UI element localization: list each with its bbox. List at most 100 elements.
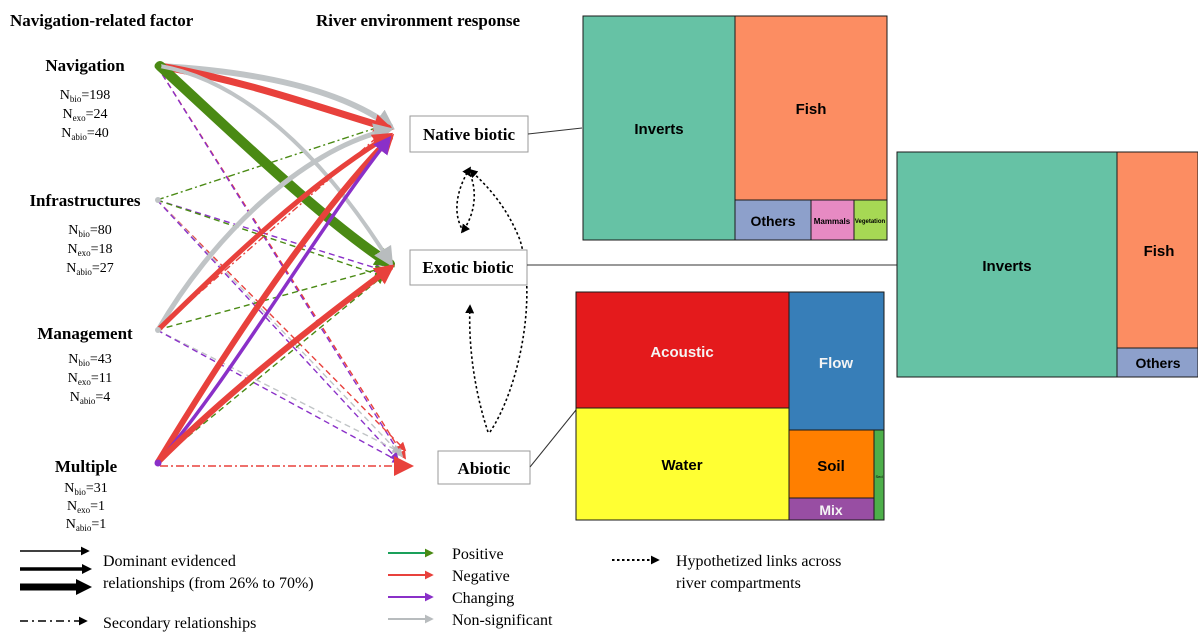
- secondary-arrow: [156, 65, 406, 460]
- response-exotic: Exotic biotic: [409, 249, 528, 286]
- treemap-label-others: Others: [750, 213, 795, 229]
- treemap-cell-water: [575, 407, 790, 521]
- response-label: Exotic biotic: [422, 258, 514, 277]
- treemap-label-fish: Fish: [1144, 243, 1175, 260]
- factor-name: Infrastructures: [29, 191, 140, 210]
- treemap-label-inverts: Inverts: [982, 258, 1031, 275]
- response-label: Abiotic: [458, 459, 511, 478]
- connector-native: [527, 127, 583, 135]
- header-right: River environment response: [316, 11, 520, 30]
- n-exo-label: Nexo=11: [68, 371, 113, 387]
- treemap-abiotic-labels: Acoustic Water Flow Soil Mix Sed: [650, 344, 882, 518]
- treemap-label-mix: Mix: [819, 502, 843, 518]
- connector-abiotic: [529, 409, 577, 468]
- secondary-arrow: [156, 199, 404, 458]
- header-left: Navigation-related factor: [10, 11, 194, 30]
- dominant-arrow-purple: [156, 135, 392, 464]
- treemap-cell-others: [1116, 347, 1198, 378]
- n-abio-label: Nabio=27: [66, 261, 114, 277]
- treemap-label-soil: Soil: [817, 458, 845, 475]
- hypothesized-arrow: [468, 168, 528, 433]
- treemap-cell-small: [873, 429, 885, 521]
- treemap-cell-flow: [788, 291, 885, 431]
- n-abio-label: Nabio=1: [66, 517, 107, 533]
- response-label: Native biotic: [423, 125, 516, 144]
- factor-name: Navigation: [45, 56, 125, 75]
- n-bio-label: Nbio=80: [68, 223, 112, 239]
- treemap-cell-others: [734, 199, 812, 241]
- dominant-arrow-gray: [158, 64, 394, 268]
- n-abio-label: Nabio=4: [70, 390, 111, 406]
- factor-name: Multiple: [55, 457, 118, 476]
- treemap-cell-fish: [1116, 151, 1198, 349]
- treemap-label-inverts: Inverts: [634, 121, 683, 138]
- secondary-arrow: [156, 199, 400, 462]
- legend-secondary-label: Secondary relationships: [103, 615, 256, 632]
- legend-changing-label: Changing: [452, 590, 514, 607]
- treemap-cell-inverts: [896, 151, 1118, 378]
- n-bio-label: Nbio=31: [64, 481, 108, 497]
- legend: Dominant evidenced relationships (from 2…: [20, 546, 841, 632]
- relationship-arrows: [154, 61, 414, 476]
- treemap-label-water: Water: [661, 457, 702, 474]
- secondary-arrow: [156, 65, 401, 456]
- secondary-arrow: [156, 329, 402, 463]
- n-exo-label: Nexo=24: [62, 107, 107, 123]
- secondary-arrow: [156, 329, 402, 453]
- treemap-cell-inverts: [582, 15, 736, 241]
- legend-hypothesized-label-2: river compartments: [676, 575, 801, 592]
- n-bio-label: Nbio=198: [60, 88, 111, 104]
- response-native: Native biotic: [409, 115, 529, 153]
- treemap-label-vegetation: Vegetation: [855, 219, 886, 225]
- factor-management: Management Nbio=43 Nexo=11 Nabio=4: [37, 324, 133, 406]
- hypothesized-arrow: [456, 166, 471, 233]
- secondary-arrow: [156, 199, 407, 452]
- source-dot-infrastructures: [155, 197, 161, 203]
- treemap-abiotic: [575, 291, 885, 521]
- n-exo-label: Nexo=1: [67, 499, 105, 515]
- legend-nonsig-label: Non-significant: [452, 612, 553, 629]
- treemap-label-fish: Fish: [796, 101, 827, 118]
- source-dot-management: [155, 327, 161, 333]
- source-dot-navigation: [154, 62, 162, 70]
- factor-multiple: Multiple Nbio=31 Nexo=1 Nabio=1: [55, 457, 118, 533]
- dominant-arrow-red: [155, 133, 395, 465]
- treemap-label-acoustic: Acoustic: [650, 344, 713, 361]
- treemap-native: [582, 15, 888, 241]
- treemap-cell-soil: [788, 429, 875, 499]
- legend-negative-label: Negative: [452, 568, 510, 585]
- treemap-label-mammals: Mammals: [814, 217, 851, 226]
- treemap-label-small: Sed: [875, 474, 882, 479]
- treemap-label-flow: Flow: [819, 355, 853, 372]
- treemap-label-others: Others: [1135, 355, 1180, 371]
- treemap-cell-fish: [734, 15, 888, 201]
- hypothesized-arrow: [465, 304, 489, 433]
- n-exo-label: Nexo=18: [67, 242, 112, 258]
- legend-dominant-label: Dominant evidenced: [103, 553, 236, 570]
- treemap-exotic-labels: Inverts Fish Others: [982, 243, 1180, 371]
- treemap-exotic: [896, 151, 1198, 378]
- treemap-cell-mammals: [810, 199, 855, 241]
- dominant-arrow-green: [155, 61, 396, 269]
- n-abio-label: Nabio=40: [61, 126, 109, 142]
- treemap-native-labels: Inverts Fish Others Mammals Vegetation: [634, 101, 885, 229]
- source-dot-multiple: [154, 459, 162, 467]
- factor-infrastructures: Infrastructures Nbio=80 Nexo=18 Nabio=27: [29, 191, 140, 277]
- treemap-cell-acoustic: [575, 291, 790, 409]
- legend-dominant-thick-head: [76, 579, 92, 595]
- dominant-arrow-red: [156, 62, 394, 134]
- dominant-arrow-gray: [155, 123, 394, 333]
- response-abiotic: Abiotic: [437, 450, 531, 485]
- hypothesized-links: [456, 166, 528, 433]
- secondary-arrow: [156, 265, 385, 331]
- n-bio-label: Nbio=43: [68, 352, 112, 368]
- treemap-cell-vegetation: [853, 199, 888, 241]
- legend-dominant-medium-head: [82, 564, 92, 574]
- dominant-arrow-red: [155, 132, 394, 333]
- legend-positive-label: Positive: [452, 546, 504, 563]
- factor-name: Management: [37, 324, 133, 343]
- legend-dominant-label-2: relationships (from 26% to 70%): [103, 575, 314, 592]
- factor-navigation: Navigation Nbio=198 Nexo=24 Nabio=40: [45, 56, 125, 142]
- legend-hypothesized-label: Hypothetized links across: [676, 553, 841, 570]
